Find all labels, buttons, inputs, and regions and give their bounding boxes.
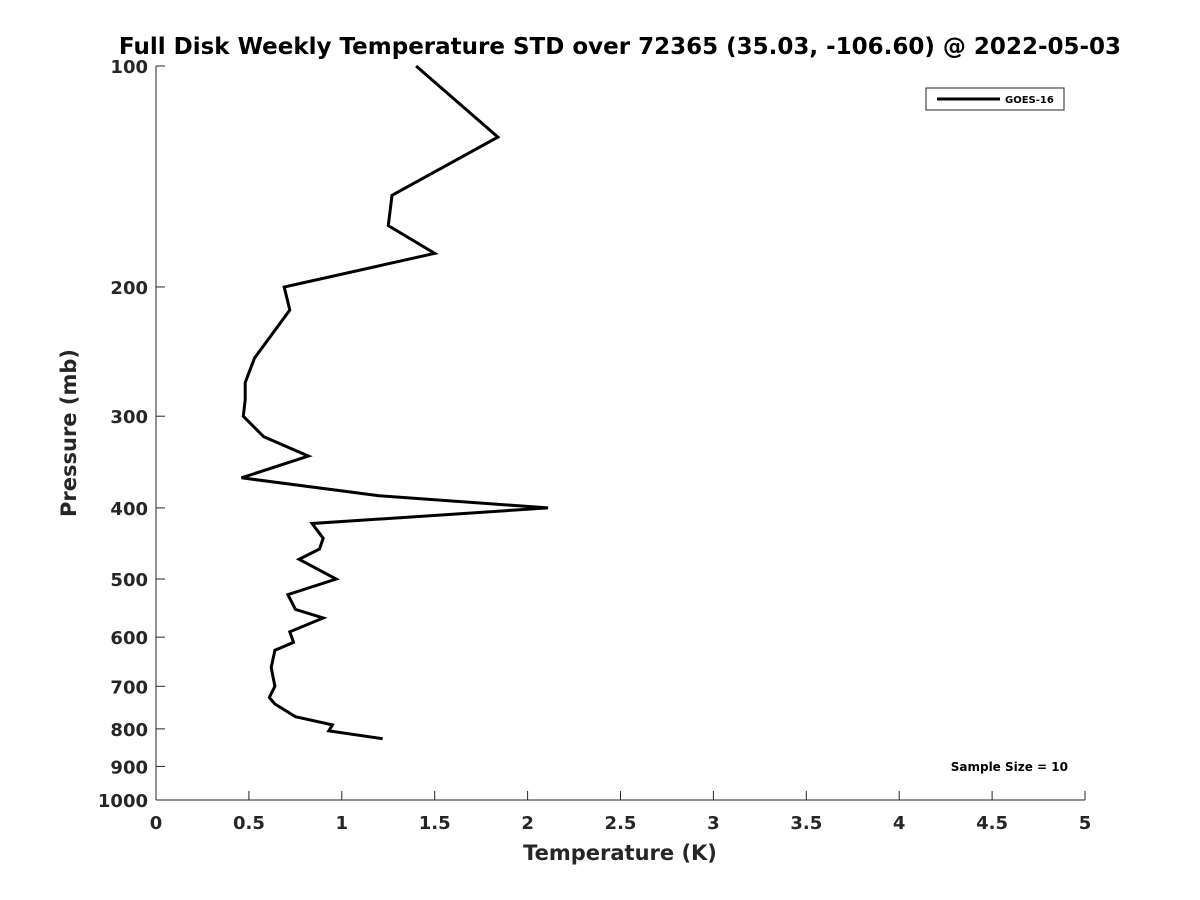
chart-title: Full Disk Weekly Temperature STD over 72…: [119, 34, 1121, 60]
y-tick-label: 800: [110, 720, 148, 741]
x-tick-label: 0: [150, 813, 163, 834]
legend: GOES-16: [925, 87, 1065, 111]
y-axis-ticks: 100 200 300 400 500 600 700 800 900 1000: [98, 57, 165, 812]
plot-area: [156, 66, 1085, 800]
series-line-goes-16: [241, 64, 549, 741]
x-axis-ticks: 0 0.5 1 1.5 2 2.5 3 3.5 4 4.5 5: [150, 791, 1092, 834]
sample-size-annotation: Sample Size = 10: [951, 760, 1068, 774]
x-tick-label: 3.5: [790, 813, 822, 834]
x-tick-label: 4.5: [976, 813, 1008, 834]
x-tick-label: 5: [1079, 813, 1092, 834]
x-tick-label: 1: [336, 813, 349, 834]
x-tick-label: 0.5: [233, 813, 265, 834]
y-tick-label: 900: [110, 757, 148, 778]
y-tick-label: 200: [110, 278, 148, 299]
y-tick-label: 500: [110, 570, 148, 591]
y-tick-label: 300: [110, 407, 148, 428]
y-tick-label: 600: [110, 628, 148, 649]
y-tick-label: 700: [110, 677, 148, 698]
series-layer: [241, 64, 549, 741]
y-tick-label: 1000: [98, 791, 148, 812]
x-axis-label: Temperature (K): [523, 841, 717, 865]
x-tick-label: 2.5: [605, 813, 637, 834]
y-tick-label: 100: [110, 57, 148, 78]
y-axis-label: Pressure (mb): [57, 349, 81, 517]
x-tick-label: 3: [707, 813, 720, 834]
x-tick-label: 2: [521, 813, 534, 834]
x-tick-label: 4: [893, 813, 906, 834]
y-tick-label: 400: [110, 499, 148, 520]
x-tick-label: 1.5: [419, 813, 451, 834]
legend-label-goes-16: GOES-16: [1005, 95, 1054, 106]
